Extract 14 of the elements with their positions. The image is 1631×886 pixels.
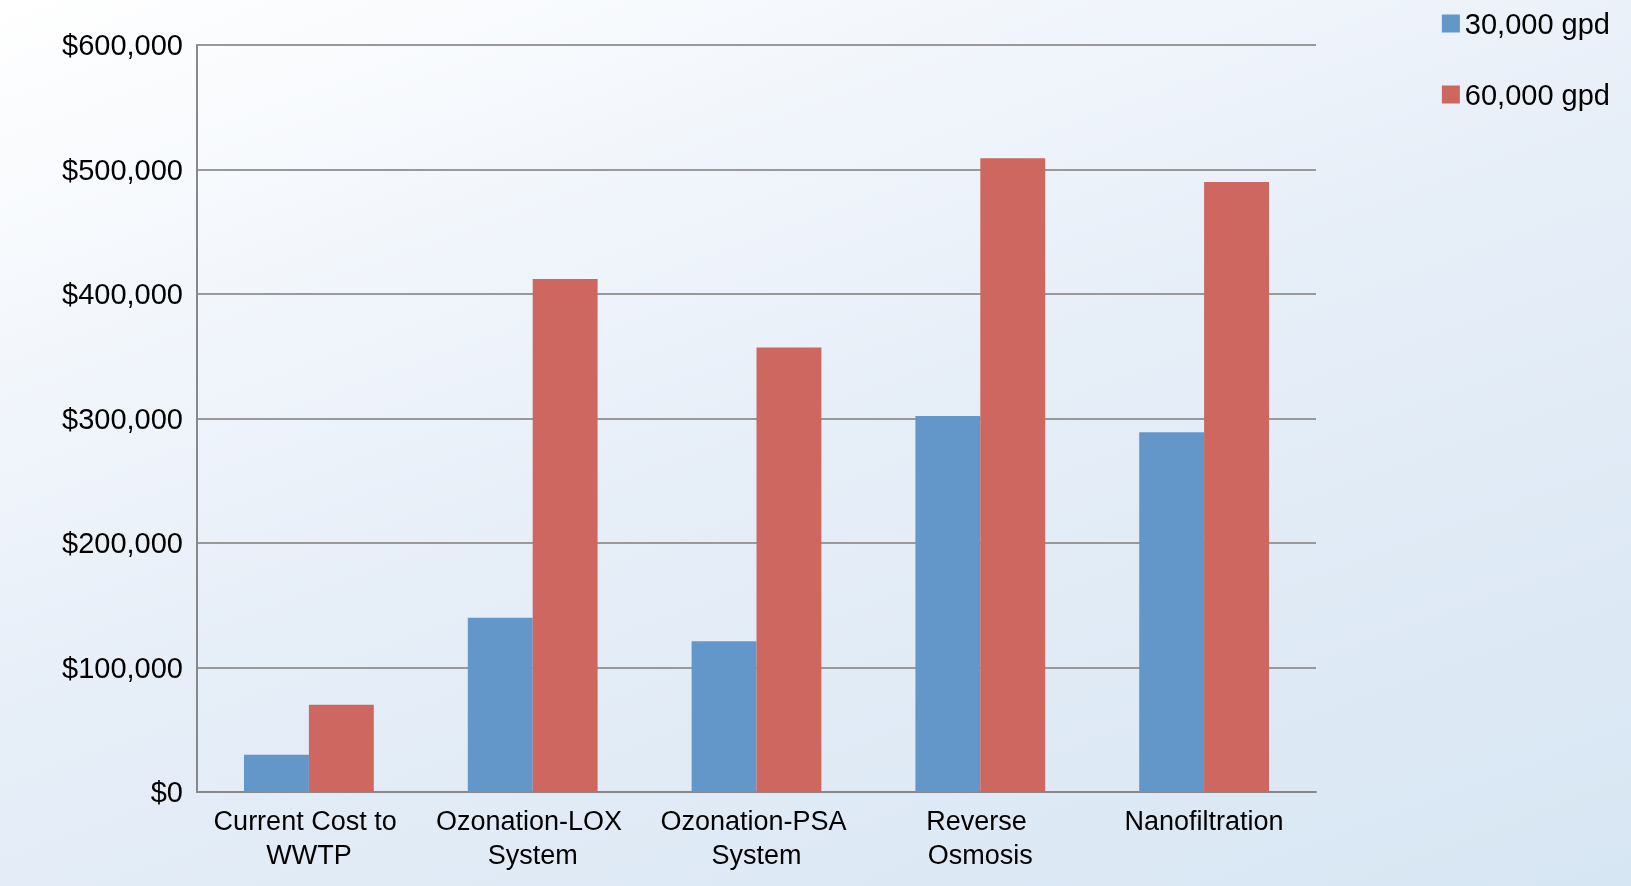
legend-label: 30,000 gpd [1464, 7, 1611, 40]
x-tick-label: Ozonation-LOX System [435, 806, 630, 870]
y-tick-label: $400,000 [62, 278, 183, 310]
y-tick-label: $300,000 [62, 402, 183, 435]
x-tick-label: Ozonation-PSA System [660, 806, 853, 870]
y-tick-label: $100,000 [62, 651, 183, 684]
x-tick-label: Reverse Osmosis [926, 806, 1035, 870]
y-tick-label: $500,000 [62, 153, 183, 186]
x-tick-label: Current Cost to WWTP [213, 806, 405, 870]
y-tick-label: $200,000 [62, 527, 183, 559]
legend-label: 60,000 gpd [1464, 78, 1611, 111]
y-tick-label: $600,000 [62, 29, 183, 61]
y-tick-label: $0 [150, 776, 183, 808]
x-tick-label: Nanofiltration [1124, 806, 1284, 836]
